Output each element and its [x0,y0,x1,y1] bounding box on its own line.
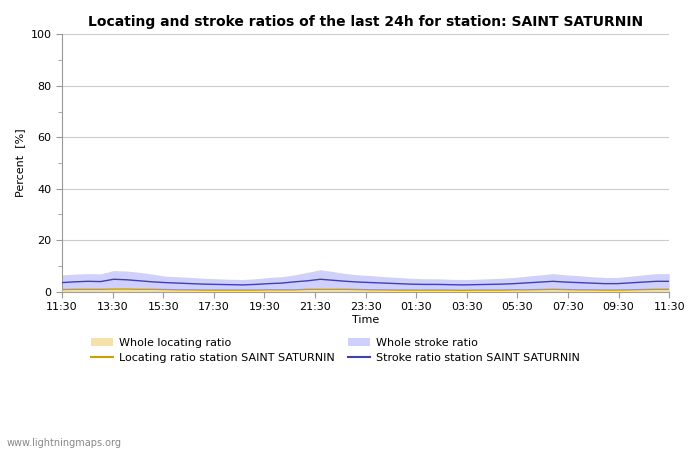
Y-axis label: Percent  [%]: Percent [%] [15,129,25,197]
Text: www.lightningmaps.org: www.lightningmaps.org [7,438,122,448]
Legend: Whole locating ratio, Locating ratio station SAINT SATURNIN, Whole stroke ratio,: Whole locating ratio, Locating ratio sta… [91,338,580,363]
Title: Locating and stroke ratios of the last 24h for station: SAINT SATURNIN: Locating and stroke ratios of the last 2… [88,15,643,29]
X-axis label: Time: Time [352,315,379,325]
